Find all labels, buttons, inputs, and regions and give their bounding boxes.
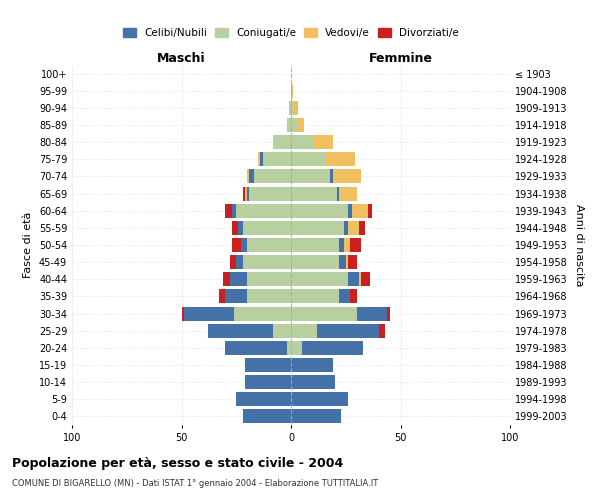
Bar (245, 358, 291, 372)
Bar (247, 290, 291, 304)
Bar (245, 186, 247, 200)
Bar (326, 152, 355, 166)
Bar (226, 204, 232, 218)
Bar (232, 221, 238, 235)
Bar (250, 186, 291, 200)
Text: COMUNE DI BIGARELLO (MN) - Dati ISTAT 1° gennaio 2004 - Elaborazione TUTTITALIA.: COMUNE DI BIGARELLO (MN) - Dati ISTAT 1°… (12, 479, 378, 488)
Bar (291, 118, 298, 132)
Bar (184, 306, 234, 320)
Y-axis label: Anni di nascita: Anni di nascita (574, 204, 584, 286)
Bar (230, 255, 236, 269)
Bar (291, 306, 356, 320)
Bar (236, 392, 291, 406)
Text: Femmine: Femmine (368, 52, 433, 65)
Text: Popolazione per età, sesso e stato civile - 2004: Popolazione per età, sesso e stato civil… (12, 458, 343, 470)
Bar (291, 410, 341, 424)
Bar (291, 170, 331, 183)
Bar (332, 170, 361, 183)
Bar (348, 255, 356, 269)
Bar (208, 324, 274, 338)
Bar (356, 306, 388, 320)
Bar (291, 341, 302, 355)
Bar (344, 221, 348, 235)
Bar (359, 272, 361, 286)
Bar (291, 255, 339, 269)
Bar (243, 410, 291, 424)
Bar (287, 118, 291, 132)
Bar (260, 152, 263, 166)
Bar (287, 341, 291, 355)
Bar (243, 255, 291, 269)
Bar (352, 204, 368, 218)
Bar (298, 118, 304, 132)
Bar (291, 135, 313, 149)
Bar (223, 272, 230, 286)
Bar (263, 152, 291, 166)
Bar (291, 186, 337, 200)
Bar (291, 272, 348, 286)
Bar (379, 324, 385, 338)
Bar (230, 272, 247, 286)
Bar (232, 204, 236, 218)
Bar (350, 238, 361, 252)
Bar (226, 290, 247, 304)
Bar (247, 272, 291, 286)
Bar (250, 170, 254, 183)
Bar (232, 238, 241, 252)
Bar (243, 221, 291, 235)
Legend: Celibi/Nubili, Coniugati/e, Vedovi/e, Divorziati/e: Celibi/Nubili, Coniugati/e, Vedovi/e, Di… (119, 24, 463, 42)
Bar (339, 186, 356, 200)
Bar (254, 170, 291, 183)
Bar (291, 324, 317, 338)
Bar (247, 186, 250, 200)
Bar (226, 341, 287, 355)
Bar (302, 341, 363, 355)
Bar (348, 221, 359, 235)
Bar (291, 290, 339, 304)
Bar (245, 375, 291, 389)
Bar (368, 204, 372, 218)
Bar (236, 204, 291, 218)
Bar (359, 221, 365, 235)
Bar (291, 204, 348, 218)
Bar (258, 152, 260, 166)
Bar (293, 101, 298, 115)
Bar (348, 204, 352, 218)
Bar (317, 324, 379, 338)
Bar (339, 238, 344, 252)
Bar (346, 255, 348, 269)
Bar (361, 272, 370, 286)
Bar (241, 238, 247, 252)
Bar (219, 290, 226, 304)
Bar (344, 238, 350, 252)
Bar (291, 238, 339, 252)
Bar (234, 306, 291, 320)
Bar (243, 186, 245, 200)
Bar (236, 255, 243, 269)
Bar (339, 255, 346, 269)
Bar (182, 306, 184, 320)
Bar (348, 272, 359, 286)
Bar (291, 392, 348, 406)
Bar (350, 290, 356, 304)
Bar (291, 101, 293, 115)
Text: Maschi: Maschi (157, 52, 206, 65)
Y-axis label: Fasce di età: Fasce di età (23, 212, 33, 278)
Bar (289, 101, 291, 115)
Bar (339, 290, 350, 304)
Bar (291, 152, 326, 166)
Bar (291, 84, 293, 98)
Bar (291, 375, 335, 389)
Bar (388, 306, 389, 320)
Bar (313, 135, 332, 149)
Bar (291, 221, 344, 235)
Bar (291, 358, 332, 372)
Bar (274, 324, 291, 338)
Bar (337, 186, 339, 200)
Bar (331, 170, 332, 183)
Bar (247, 238, 291, 252)
Bar (274, 135, 291, 149)
Bar (238, 221, 243, 235)
Bar (247, 170, 250, 183)
